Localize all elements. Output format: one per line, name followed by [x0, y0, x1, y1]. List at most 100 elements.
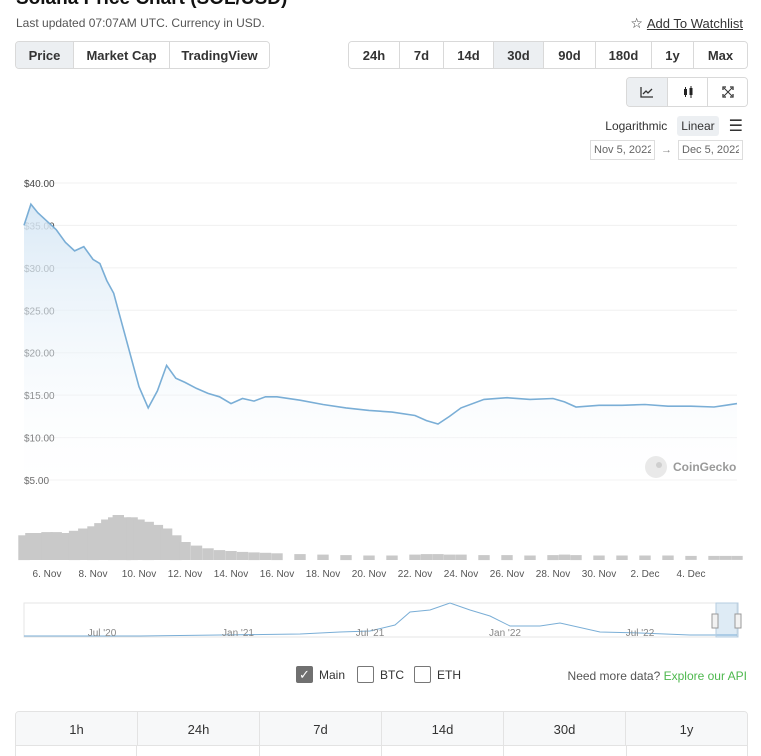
- range-30d-button[interactable]: 30d: [494, 42, 544, 68]
- candlestick-icon: [683, 86, 692, 98]
- tab-market-cap[interactable]: Market Cap: [74, 42, 170, 68]
- eth-series-checkbox[interactable]: ETH: [414, 666, 461, 683]
- range-24h-button[interactable]: 24h: [349, 42, 400, 68]
- y-tick-label: $40.00: [24, 179, 55, 190]
- volume-bar: [317, 554, 329, 560]
- volume-bar: [593, 555, 605, 560]
- volume-bar: [432, 554, 444, 560]
- navigator-tick-label: Jan '22: [489, 628, 521, 639]
- stats-header-30d: 30d: [504, 712, 626, 746]
- navigator-tick-label: Jul '20: [88, 628, 117, 639]
- range-1y-button[interactable]: 1y: [652, 42, 694, 68]
- date-to-input[interactable]: [678, 140, 743, 160]
- x-tick-label: 12. Nov: [168, 569, 202, 580]
- price-change-table: 1h 24h 7d 14d 30d 1y: [15, 711, 748, 756]
- volume-bar: [41, 532, 53, 560]
- more-data-question: Need more data?: [567, 669, 661, 683]
- volume-bar: [119, 517, 131, 561]
- volume-bar: [133, 519, 145, 560]
- volume-bar: [363, 555, 375, 560]
- last-updated-text: Last updated 07:07AM UTC. Currency in US…: [16, 16, 265, 30]
- series-toggle-row: ✓ Main BTC ETH Need more data? Explore o…: [0, 666, 761, 686]
- stats-cell: [260, 746, 382, 756]
- x-tick-label: 28. Nov: [536, 569, 570, 580]
- volume-bar: [685, 555, 697, 560]
- stats-header-1h: 1h: [16, 712, 138, 746]
- x-tick-label: 24. Nov: [444, 569, 478, 580]
- volume-bar: [87, 526, 99, 561]
- volume-bar: [455, 554, 467, 560]
- navigator-tick-label: Jul '21: [356, 628, 385, 639]
- x-tick-label: 18. Nov: [306, 569, 340, 580]
- volume-bar: [547, 555, 559, 561]
- volume-bar: [213, 550, 226, 560]
- date-range-arrow: →: [661, 144, 672, 156]
- volume-bar: [142, 521, 154, 561]
- date-range-picker: →: [590, 140, 743, 160]
- volume-bar: [59, 533, 72, 560]
- volume-bar: [151, 524, 164, 560]
- explore-api-link[interactable]: Explore our API: [663, 669, 747, 683]
- add-to-watchlist-link[interactable]: ☆ Add To Watchlist: [630, 15, 743, 32]
- stats-header-7d: 7d: [260, 712, 382, 746]
- stats-cell: [137, 746, 260, 756]
- stats-cell: [382, 746, 505, 756]
- navigator-tick-label: Jul '22: [626, 628, 655, 639]
- main-series-checkbox[interactable]: ✓ Main: [296, 666, 345, 683]
- tab-tradingview[interactable]: TradingView: [170, 42, 269, 68]
- coingecko-watermark: CoinGecko: [645, 456, 736, 478]
- volume-bar: [170, 535, 182, 561]
- x-tick-label: 6. Nov: [33, 569, 62, 580]
- range-navigator[interactable]: Jul '20 Jan '21 Jul '21 Jan '22 Jul '22: [23, 602, 742, 639]
- volume-bar: [639, 555, 651, 560]
- volume-bar: [101, 519, 113, 560]
- x-tick-label: 10. Nov: [122, 569, 156, 580]
- linear-scale-option[interactable]: Linear: [677, 116, 719, 136]
- volume-bar: [271, 553, 283, 561]
- tab-price[interactable]: Price: [16, 42, 74, 68]
- hamburger-menu-icon[interactable]: ☰: [728, 118, 743, 135]
- price-change-values-row: [15, 745, 748, 756]
- range-90d-button[interactable]: 90d: [544, 42, 596, 68]
- checkbox-empty-icon: [414, 666, 431, 683]
- volume-bar: [731, 555, 743, 560]
- volume-bar: [662, 555, 674, 560]
- add-to-watchlist-label: Add To Watchlist: [646, 16, 743, 31]
- volume-bar: [616, 555, 628, 560]
- range-180d-button[interactable]: 180d: [596, 42, 652, 68]
- x-tick-label: 22. Nov: [398, 569, 432, 580]
- x-axis-labels: 6. Nov 8. Nov 10. Nov 12. Nov 14. Nov 16. Nov…: [33, 569, 706, 580]
- logarithmic-scale-option[interactable]: Logarithmic: [605, 119, 668, 133]
- btc-series-label: BTC: [380, 667, 404, 682]
- range-max-button[interactable]: Max: [694, 42, 747, 68]
- volume-bar: [558, 554, 571, 560]
- eth-series-label: ETH: [437, 667, 461, 682]
- candlestick-button[interactable]: [668, 78, 708, 106]
- btc-series-checkbox[interactable]: BTC: [357, 666, 404, 683]
- volume-bar: [18, 535, 30, 561]
- volume-bar: [32, 533, 44, 560]
- range-7d-button[interactable]: 7d: [400, 42, 444, 68]
- volume-bar: [478, 555, 490, 561]
- volume-bar: [236, 551, 249, 560]
- range-14d-button[interactable]: 14d: [444, 42, 494, 68]
- volume-bar: [68, 530, 81, 561]
- volume-bar: [501, 555, 513, 561]
- volume-bar: [25, 533, 37, 560]
- check-icon: ✓: [296, 666, 313, 683]
- price-chart: $40.00$35.00$30.00$25.00$20.00$15.00$10.…: [18, 179, 743, 639]
- stats-cell: [504, 746, 627, 756]
- page-title: Solana Price Chart (SOL/USD): [16, 0, 287, 10]
- price-area: [23, 202, 738, 485]
- fullscreen-button[interactable]: [708, 78, 747, 106]
- volume-bar: [50, 532, 62, 560]
- volume-bar: [340, 555, 352, 561]
- x-tick-label: 20. Nov: [352, 569, 386, 580]
- line-chart-button[interactable]: [627, 78, 668, 106]
- stats-cell: [627, 746, 748, 756]
- date-from-input[interactable]: [590, 140, 655, 160]
- volume-bar: [179, 542, 191, 560]
- volume-bar: [524, 555, 536, 560]
- navigator-handle-left: [711, 613, 719, 629]
- x-tick-label: 8. Nov: [79, 569, 108, 580]
